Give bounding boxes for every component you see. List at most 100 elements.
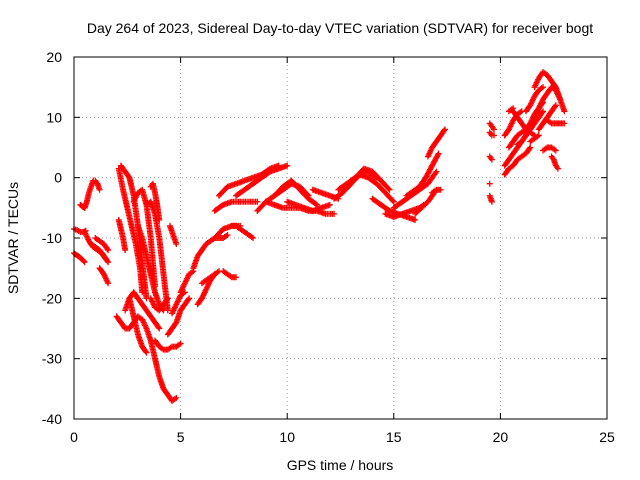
data-series bbox=[220, 268, 240, 281]
data-series bbox=[177, 268, 197, 296]
data-point bbox=[386, 186, 393, 193]
data-series bbox=[169, 289, 188, 317]
data-series bbox=[152, 337, 184, 353]
data-series bbox=[486, 120, 498, 133]
data-point bbox=[527, 144, 534, 151]
data-point bbox=[488, 156, 495, 163]
data-series bbox=[429, 186, 444, 196]
data-series bbox=[88, 241, 112, 266]
data-series bbox=[535, 102, 559, 133]
data-series bbox=[531, 69, 568, 115]
data-series bbox=[115, 165, 146, 296]
data-series bbox=[211, 198, 261, 214]
data-series bbox=[164, 295, 193, 338]
data-point bbox=[156, 216, 163, 223]
data-point bbox=[486, 180, 493, 187]
tick-labels: 0 5 10 15 20 25 -40 -30 -20 -10 0 10 20 bbox=[42, 49, 615, 445]
data-series bbox=[416, 150, 442, 190]
y-tick-label: -20 bbox=[42, 290, 62, 306]
data-series bbox=[501, 144, 534, 178]
data-point bbox=[122, 247, 129, 254]
data-series bbox=[166, 222, 180, 248]
data-point bbox=[104, 257, 111, 264]
x-tick-label: 15 bbox=[386, 429, 402, 445]
data-point bbox=[186, 295, 193, 302]
data-point bbox=[173, 394, 180, 401]
data-series bbox=[510, 108, 538, 139]
data-point bbox=[331, 210, 338, 217]
data-series bbox=[81, 177, 103, 211]
data-series bbox=[96, 265, 112, 287]
data-series bbox=[147, 180, 163, 223]
data-series bbox=[215, 162, 282, 199]
data-point bbox=[385, 185, 392, 192]
data-point bbox=[539, 100, 546, 107]
data-series bbox=[486, 129, 498, 139]
data-point bbox=[540, 99, 547, 106]
data-series bbox=[71, 250, 88, 266]
data-series bbox=[130, 186, 159, 290]
grid-lines bbox=[74, 57, 607, 419]
data-series bbox=[115, 216, 129, 254]
data-series bbox=[228, 222, 257, 241]
plot-frame bbox=[73, 56, 608, 420]
y-tick-label: 0 bbox=[54, 170, 62, 186]
data-series bbox=[505, 105, 517, 115]
data-series bbox=[262, 198, 338, 217]
data-series bbox=[424, 126, 448, 160]
data-point bbox=[177, 340, 184, 347]
data-point bbox=[491, 132, 498, 139]
data-point bbox=[155, 324, 162, 331]
data-series bbox=[514, 108, 547, 148]
data-point bbox=[81, 259, 88, 266]
data-series bbox=[147, 295, 171, 314]
data-series bbox=[233, 162, 291, 199]
data-point bbox=[551, 103, 558, 110]
data-point bbox=[539, 109, 546, 116]
data-series bbox=[92, 235, 112, 254]
y-tick-label: -10 bbox=[42, 230, 62, 246]
data-point bbox=[491, 126, 498, 133]
data-point bbox=[526, 145, 533, 152]
x-tick-label: 20 bbox=[493, 429, 509, 445]
data-series bbox=[486, 180, 493, 187]
y-tick-label: 10 bbox=[46, 109, 62, 125]
data-point bbox=[540, 108, 547, 115]
data-point bbox=[389, 197, 396, 204]
data-point bbox=[434, 151, 441, 158]
data-point bbox=[143, 349, 150, 356]
data-point bbox=[488, 198, 495, 205]
x-axis-title: GPS time / hours bbox=[287, 457, 394, 473]
y-tick-label: -30 bbox=[42, 351, 62, 367]
data-series bbox=[284, 198, 333, 214]
data-point bbox=[164, 295, 171, 302]
data-series bbox=[486, 153, 495, 163]
data-series bbox=[403, 183, 423, 199]
data-point bbox=[96, 186, 103, 193]
data-point bbox=[441, 126, 448, 133]
data-point bbox=[554, 165, 561, 172]
data-point bbox=[312, 200, 319, 207]
data-series bbox=[348, 171, 397, 205]
y-tick-label: -40 bbox=[42, 411, 62, 427]
data-series bbox=[544, 117, 568, 127]
data-series bbox=[548, 153, 561, 172]
data-point bbox=[437, 186, 444, 193]
data-point bbox=[552, 147, 559, 154]
y-axis-title: SDTVAR / TECUs bbox=[5, 182, 21, 294]
data-series bbox=[271, 177, 321, 208]
data-point bbox=[250, 235, 257, 241]
data-point bbox=[432, 169, 439, 176]
data-point bbox=[80, 257, 87, 264]
data-points bbox=[71, 69, 568, 404]
data-point bbox=[510, 105, 517, 112]
data-series bbox=[527, 132, 542, 145]
data-point bbox=[163, 296, 170, 303]
data-series bbox=[540, 144, 559, 154]
data-point bbox=[561, 108, 568, 115]
data-point bbox=[173, 241, 180, 248]
data-point bbox=[535, 132, 542, 139]
data-point bbox=[105, 247, 112, 254]
x-tick-label: 5 bbox=[177, 429, 185, 445]
